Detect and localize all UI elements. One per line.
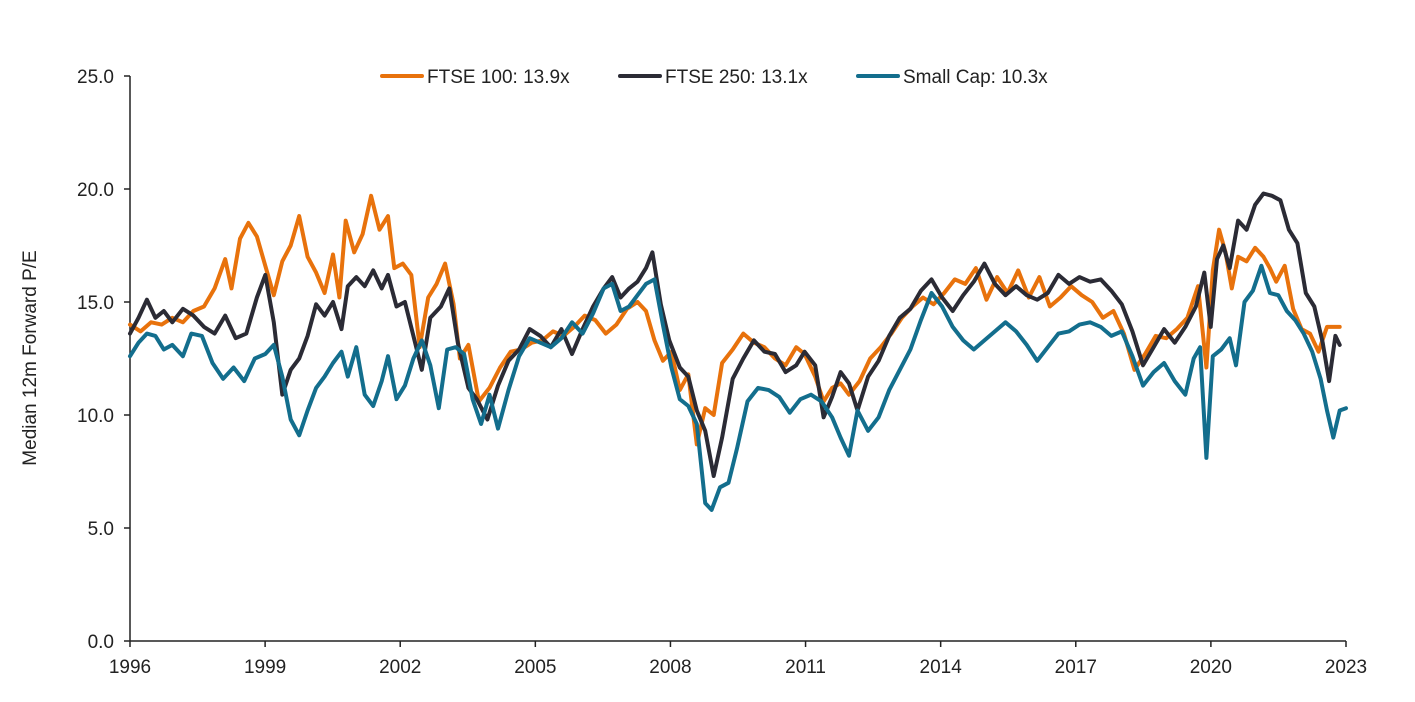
x-tick-label: 2017 (1055, 657, 1097, 678)
y-tick-label: 20.0 (77, 180, 114, 201)
legend-label-ftse100: FTSE 100: 13.9x (427, 67, 570, 88)
series-lines (128, 191, 1348, 512)
y-tick-label: 15.0 (77, 293, 114, 314)
x-tick-label: 2005 (514, 657, 556, 678)
x-tick-label: 1999 (244, 657, 286, 678)
legend: FTSE 100: 13.9x FTSE 250: 13.1x Small Ca… (380, 67, 1048, 88)
y-tick-label: 25.0 (77, 67, 114, 88)
x-tick-label: 2023 (1325, 657, 1367, 678)
y-tick-label: 0.0 (88, 632, 114, 653)
x-tick-label: 2014 (920, 657, 963, 678)
x-tick-label: 2002 (379, 657, 421, 678)
y-tick-label: 10.0 (77, 406, 114, 427)
x-tick-label: 1996 (109, 657, 151, 678)
x-tick-label: 2011 (785, 657, 826, 678)
series-line-smallcap (128, 263, 1348, 512)
series-line-ftse250 (128, 191, 1342, 478)
y-axis-label: Median 12m Forward P/E (20, 250, 41, 465)
x-tick-label: 2020 (1190, 657, 1232, 678)
legend-label-smallcap: Small Cap: 10.3x (903, 67, 1048, 88)
legend-label-ftse250: FTSE 250: 13.1x (665, 67, 808, 88)
x-tick-label: 2008 (649, 657, 691, 678)
y-tick-label: 5.0 (88, 519, 114, 540)
axes: 0.0 5.0 10.0 15.0 20.0 25.0 1996 1999 2002 2005 20… (77, 67, 1367, 678)
